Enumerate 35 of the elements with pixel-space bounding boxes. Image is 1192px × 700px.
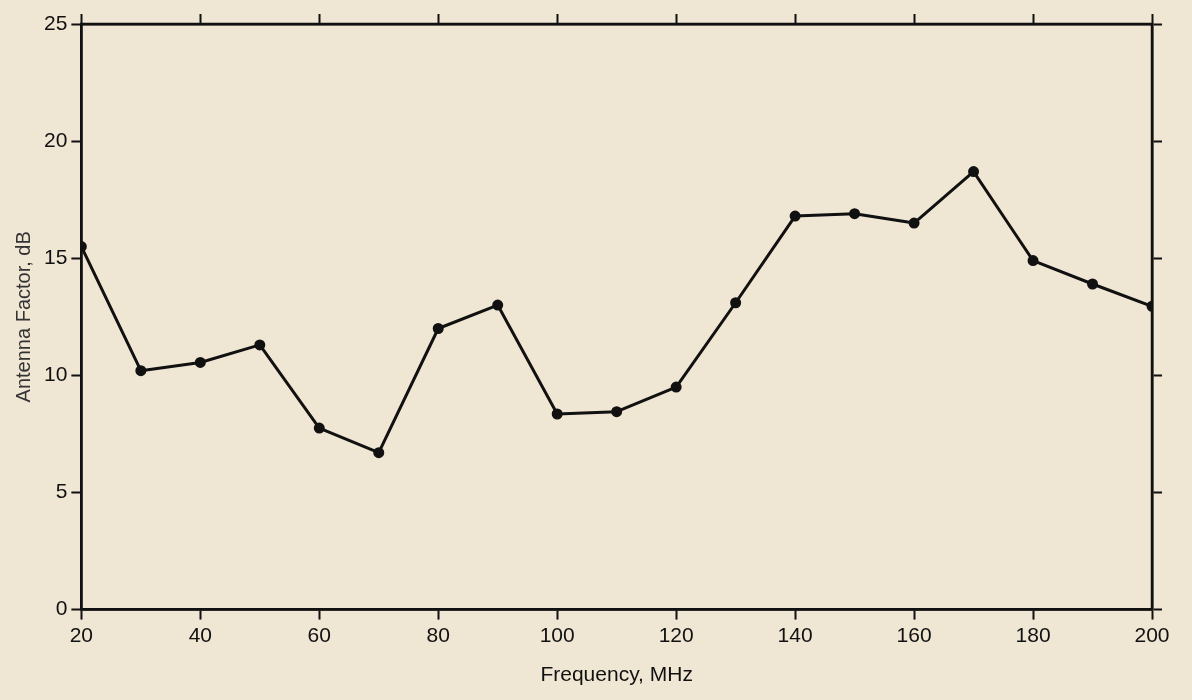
- y-tick-label: 15: [44, 245, 68, 269]
- x-tick-label: 80: [426, 623, 450, 646]
- x-tick-label: 20: [69, 623, 94, 646]
- x-tick-label: 180: [1015, 623, 1051, 646]
- point: [551, 408, 563, 420]
- x-tick-label: 140: [777, 623, 813, 646]
- point: [908, 217, 920, 229]
- point: [968, 166, 980, 178]
- x-axis-title: Frequency, MHz: [540, 662, 693, 686]
- x-tick-label: 120: [658, 623, 694, 646]
- x-tick-label: 60: [307, 623, 331, 646]
- point: [373, 447, 385, 459]
- x-tick-label: 200: [1134, 623, 1170, 646]
- point: [789, 210, 801, 222]
- x-tick-label: 40: [188, 623, 212, 646]
- x-tick-label: 160: [896, 623, 932, 646]
- point: [1087, 278, 1099, 290]
- point: [313, 422, 325, 434]
- y-tick-label: 0: [55, 596, 68, 620]
- point: [730, 297, 742, 309]
- point: [194, 356, 206, 368]
- y-tick-label: 25: [44, 10, 68, 34]
- x-tick-label: 100: [539, 623, 575, 646]
- point: [254, 339, 266, 351]
- point: [611, 406, 623, 418]
- point: [432, 323, 444, 335]
- point: [1027, 255, 1039, 267]
- y-tick-label: 20: [44, 127, 68, 151]
- y-tick-label: 10: [44, 362, 68, 386]
- point: [492, 299, 504, 311]
- point: [849, 208, 861, 220]
- point: [670, 381, 682, 393]
- y-axis-title: Antenna Factor, dB: [11, 231, 34, 403]
- y-tick-label: 5: [55, 479, 68, 503]
- point: [135, 365, 147, 377]
